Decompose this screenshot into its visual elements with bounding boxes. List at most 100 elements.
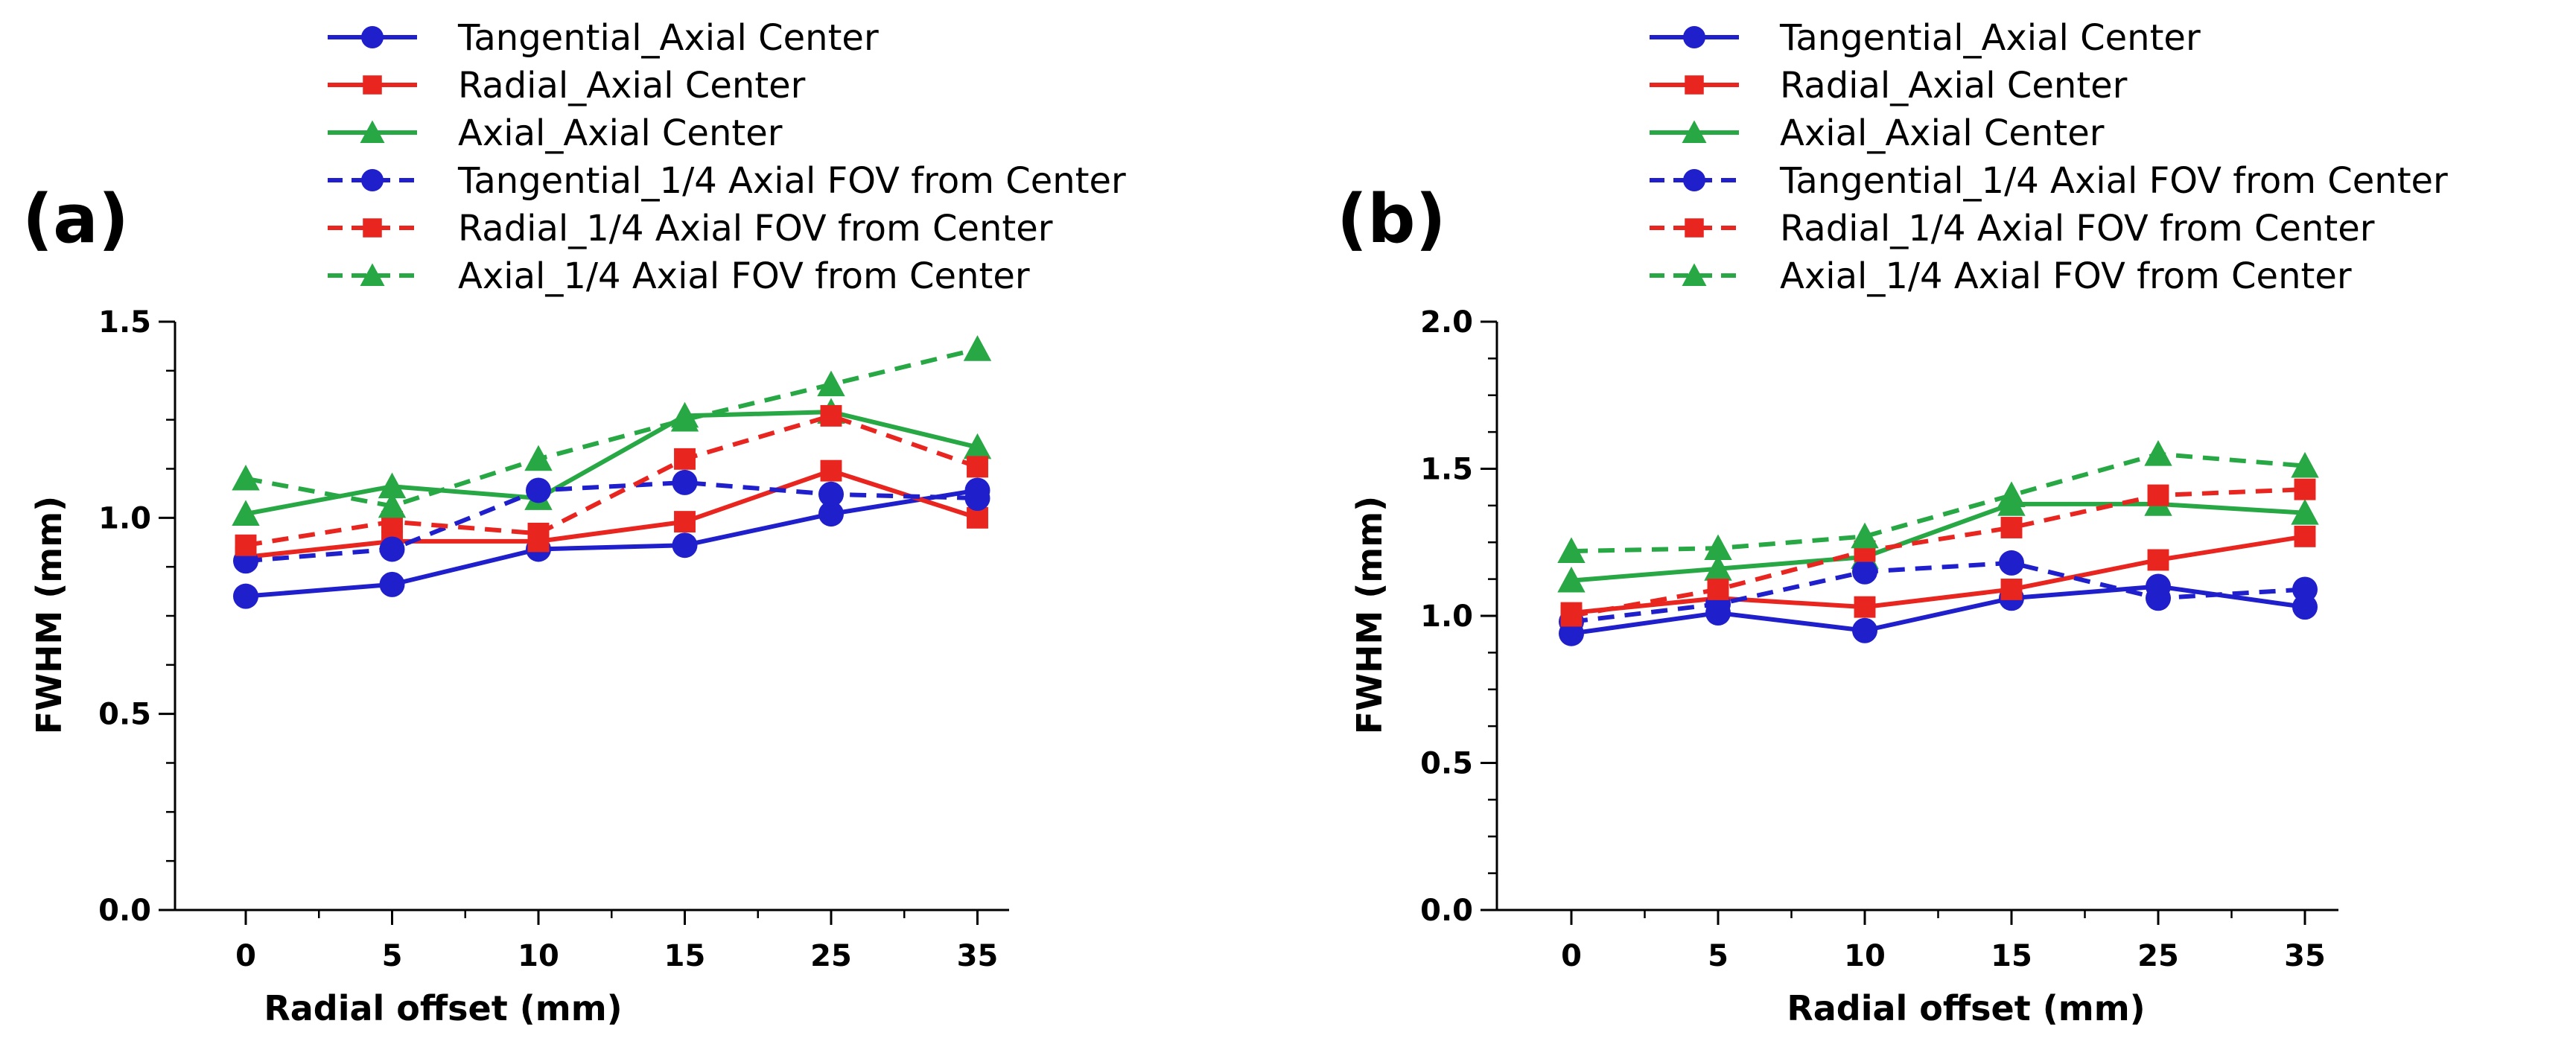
- y-tick-label-a: 1.5: [98, 305, 151, 340]
- x-tick-label-a: 5: [382, 939, 403, 973]
- legend-label-a-1: Radial_Axial Center: [458, 65, 806, 106]
- x-tick-label-a: 15: [664, 939, 706, 973]
- y-axis-title-b: FWHM (mm): [1349, 496, 1390, 734]
- axes-b: [1495, 322, 2338, 911]
- series-line-a-0: [245, 488, 978, 599]
- data-point-b-3: [2146, 585, 2171, 611]
- data-point-b-5: [2144, 440, 2172, 466]
- data-point-a-4: [235, 534, 257, 556]
- legend-marker-a-3: [361, 169, 384, 191]
- data-point-b-0: [1852, 617, 1877, 643]
- y-ticks-a: 0.0 0.5 1.0 1.5: [98, 305, 175, 928]
- data-point-b-5: [1557, 537, 1586, 563]
- series-line-b-5: [1571, 451, 2306, 554]
- legend-b: Tangential_Axial Center Radial_Axial Cent…: [1650, 17, 2448, 297]
- legend-marker-b-1: [1685, 75, 1704, 95]
- legend-label-b-3: Tangential_1/4 Axial FOV from Center: [1779, 160, 2448, 202]
- data-point-b-3: [1999, 550, 2024, 576]
- data-point-a-4: [527, 522, 550, 544]
- data-point-a-5: [524, 445, 553, 471]
- x-ticks-a: 0 5 10 15 25 35: [235, 910, 998, 973]
- series-line-a-5: [245, 346, 979, 509]
- x-tick-label-b: 10: [1844, 939, 1886, 973]
- data-point-b-4: [2000, 517, 2023, 538]
- legend-label-b-0: Tangential_Axial Center: [1779, 17, 2201, 59]
- series-line-b-4: [1571, 487, 2306, 618]
- y-ticks-b: 0.0 0.5 1.0 1.5 2.0: [1420, 305, 1497, 928]
- x-tick-label-b: 5: [1708, 939, 1729, 973]
- series-line-b-0: [1571, 584, 2306, 636]
- series-line-a-2: [245, 410, 979, 517]
- data-point-b-1: [2000, 579, 2023, 600]
- legend-label-a-0: Tangential_Axial Center: [457, 17, 879, 59]
- data-point-b-4: [1560, 605, 1583, 627]
- legend-label-a-2: Axial_Axial Center: [458, 112, 783, 154]
- y-tick-label-a: 0.5: [98, 698, 151, 732]
- data-point-a-3: [526, 477, 551, 503]
- data-point-a-2: [378, 472, 407, 499]
- legend-label-b-2: Axial_Axial Center: [1780, 112, 2105, 154]
- x-tick-label-b: 15: [1991, 939, 2032, 973]
- x-axis-title-b: Radial offset (mm): [1787, 988, 2145, 1028]
- data-point-a-4: [967, 456, 988, 478]
- data-point-a-5: [378, 491, 407, 518]
- data-point-a-3: [818, 481, 844, 507]
- data-point-a-0: [672, 532, 698, 559]
- series-group-a: [232, 335, 992, 609]
- data-point-a-5: [963, 335, 992, 361]
- series-line-b-3: [1571, 560, 2306, 624]
- y-tick-label-b: 1.0: [1420, 599, 1473, 634]
- axes-a: [174, 322, 1009, 911]
- series-line-a-4: [245, 413, 979, 548]
- data-point-a-4: [820, 404, 842, 427]
- data-point-a-1: [820, 459, 842, 482]
- panel-label-b: (b): [1337, 180, 1446, 258]
- y-tick-label-b: 0.5: [1420, 747, 1473, 781]
- data-point-b-4: [1707, 579, 1729, 600]
- data-point-a-3: [964, 486, 990, 511]
- data-point-b-4: [2147, 484, 2169, 506]
- data-point-b-2: [1557, 566, 1586, 593]
- series-group-b: [1557, 440, 2319, 646]
- y-tick-label-a: 1.0: [98, 501, 151, 535]
- data-point-b-3: [2292, 576, 2318, 602]
- series-line-a-3: [245, 480, 978, 564]
- data-point-b-5: [1704, 534, 1732, 561]
- data-point-b-1: [1854, 596, 1876, 618]
- data-point-a-1: [674, 511, 696, 533]
- x-tick-label-a: 25: [810, 939, 852, 973]
- y-tick-label-b: 1.5: [1420, 453, 1473, 487]
- legend-label-b-1: Radial_Axial Center: [1780, 65, 2128, 106]
- data-point-b-1: [2294, 525, 2316, 547]
- series-line-a-1: [245, 468, 979, 559]
- data-point-a-0: [233, 583, 258, 609]
- data-point-b-3: [1852, 559, 1877, 585]
- legend-marker-a-2: [360, 120, 385, 144]
- legend-marker-b-4: [1685, 218, 1704, 238]
- x-tick-label-b: 35: [2284, 939, 2326, 973]
- data-point-a-0: [379, 571, 405, 597]
- legend-marker-a-4: [363, 218, 382, 238]
- legend-label-b-5: Axial_1/4 Axial FOV from Center: [1780, 255, 2352, 297]
- panel-label-a: (a): [22, 180, 129, 258]
- y-axis-title-a: FWHM (mm): [29, 496, 69, 734]
- y-tick-label-b: 0.0: [1420, 894, 1473, 928]
- x-axis-title-a: Radial offset (mm): [264, 988, 622, 1028]
- data-point-a-3: [379, 536, 405, 562]
- y-tick-label-a: 0.0: [98, 894, 151, 928]
- data-point-a-5: [232, 464, 260, 491]
- data-point-b-5: [2291, 451, 2319, 478]
- chart-panel-b: (b) Tangential_Axial Center Radial_Axial …: [1337, 17, 2448, 1028]
- legend-marker-b-2: [1682, 120, 1707, 144]
- legend-label-a-4: Radial_1/4 Axial FOV from Center: [458, 208, 1053, 249]
- data-point-a-2: [232, 500, 260, 526]
- legend-label-b-4: Radial_1/4 Axial FOV from Center: [1780, 208, 2375, 249]
- x-tick-label-a: 0: [235, 939, 256, 973]
- data-point-b-2: [1704, 555, 1732, 581]
- x-ticks-b: 0 5 10 15 25 35: [1561, 910, 2326, 973]
- data-point-a-5: [817, 370, 845, 397]
- data-point-a-3: [672, 469, 698, 495]
- series-line-b-2: [1571, 501, 2306, 583]
- x-tick-label-b: 25: [2137, 939, 2179, 973]
